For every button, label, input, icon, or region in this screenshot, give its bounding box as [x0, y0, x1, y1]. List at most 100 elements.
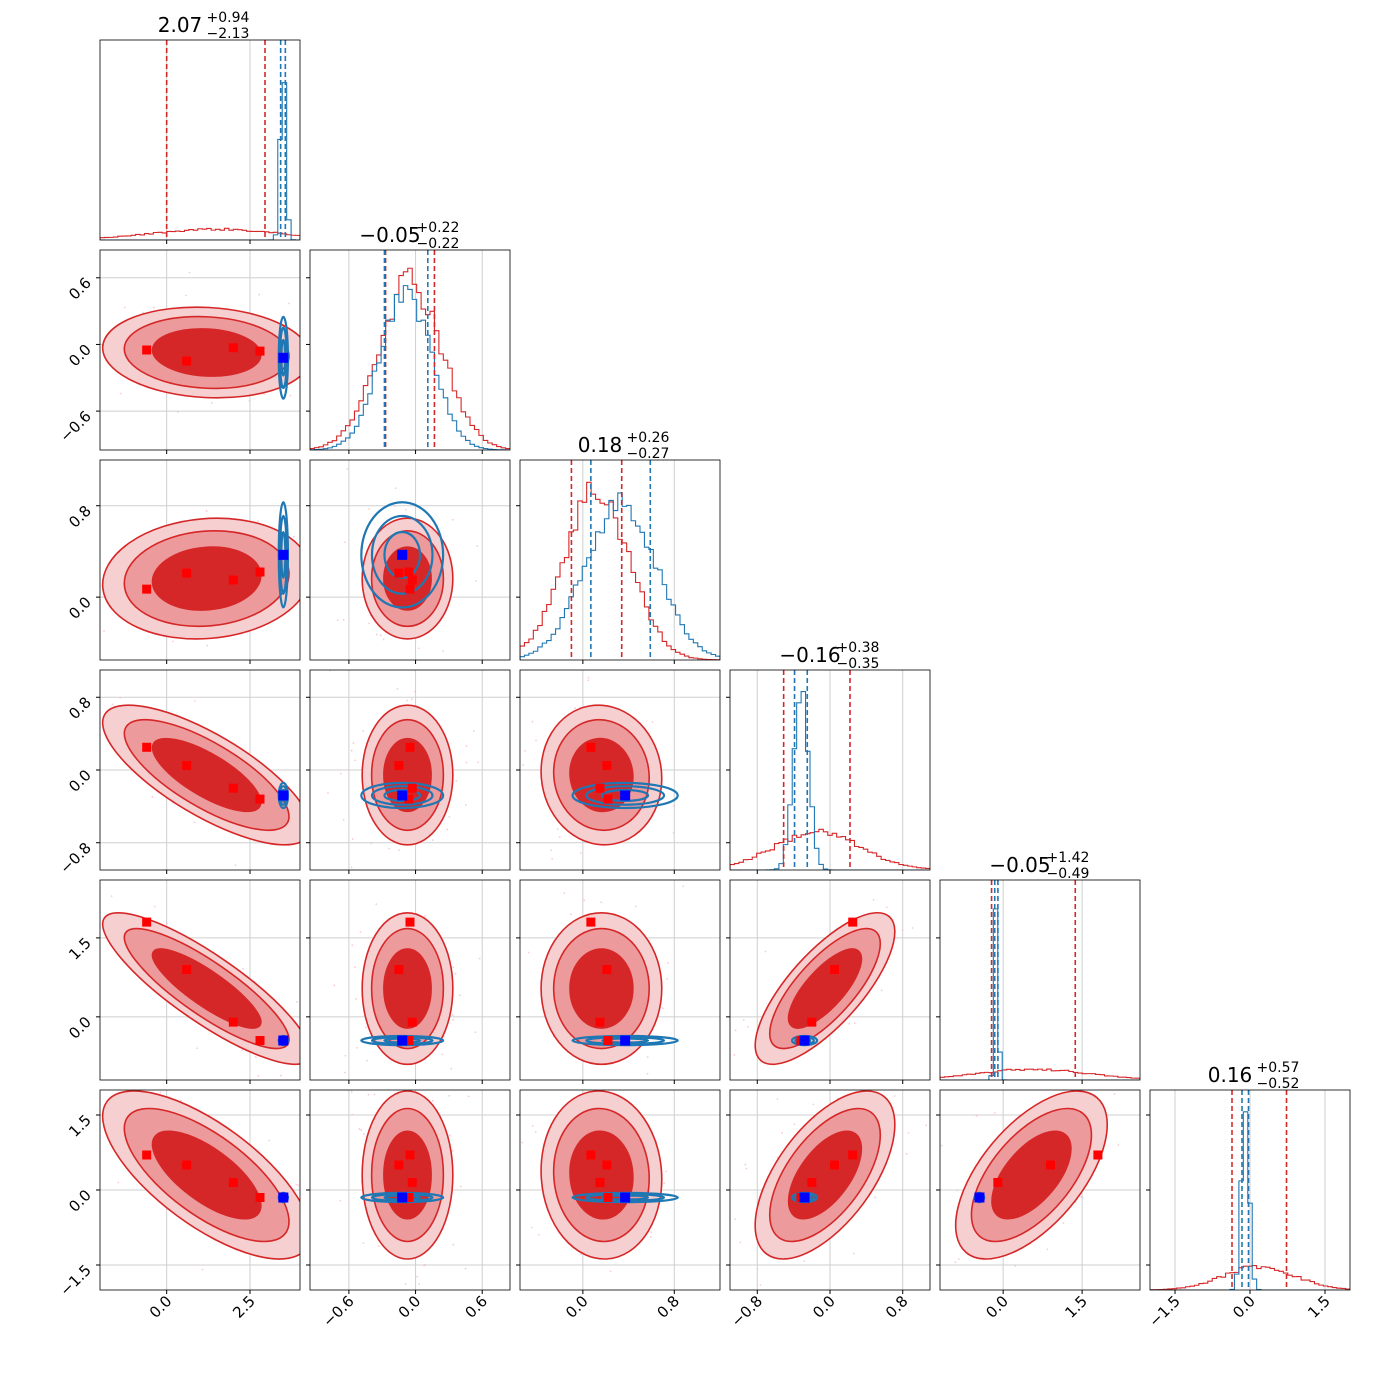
scatter-point [418, 1282, 421, 1285]
scatter-point [417, 647, 420, 650]
scatter-point [344, 1054, 347, 1057]
blue-marker [620, 790, 631, 801]
scatter-point [241, 1049, 244, 1052]
scatter-point [300, 823, 302, 825]
blue-contour-2 [585, 785, 666, 806]
scatter-point [956, 1189, 959, 1192]
scatter-point [459, 1185, 462, 1188]
scatter-point [530, 1226, 533, 1229]
scatter-point [551, 858, 554, 860]
blue-marker [397, 549, 408, 560]
x-tick-label: 0.0 [982, 1292, 1012, 1322]
scatter-point [521, 1141, 524, 1144]
scatter-point [781, 1132, 784, 1134]
scatter-point [925, 1124, 928, 1127]
panel-frame [519, 459, 721, 661]
scatter-point [872, 898, 875, 901]
x-tick-label: 0.0 [809, 1292, 839, 1322]
panel-5-3 [730, 1090, 930, 1290]
scatter-point [1081, 1196, 1084, 1199]
scatter-point [556, 828, 559, 831]
title-lower-error: −2.13 [207, 26, 250, 42]
scatter-point [153, 905, 156, 908]
scatter-point [375, 903, 378, 906]
scatter-point [405, 509, 407, 511]
scatter-point [351, 838, 354, 840]
panel-background [940, 880, 1140, 1080]
red-contour-1 [383, 948, 432, 1029]
scatter-point [531, 1125, 534, 1128]
blue-contour-3 [360, 501, 445, 609]
scatter-point [646, 1056, 649, 1059]
scatter-point [196, 1047, 199, 1050]
scatter-point [61, 381, 63, 383]
red-marker [407, 1178, 417, 1187]
scatter-point [406, 699, 409, 702]
red-marker [142, 1150, 152, 1160]
scatter-point [465, 745, 468, 748]
blue-marker [799, 1035, 810, 1046]
scatter-point [776, 1081, 778, 1083]
red-marker [407, 1017, 417, 1027]
scatter-point [342, 818, 345, 821]
red-marker [405, 584, 415, 594]
scatter-point [650, 1231, 653, 1234]
blue-contour-2 [370, 785, 434, 806]
hist-panel-3 [730, 670, 930, 870]
scatter-point [381, 665, 383, 667]
scatter-point [734, 1029, 737, 1032]
scatter-point [305, 401, 307, 403]
scatter-point [535, 739, 537, 742]
scatter-point [65, 1020, 67, 1022]
scatter-point [464, 1267, 467, 1270]
scatter-point [666, 977, 668, 980]
scatter-point [268, 1139, 271, 1142]
scatter-point [111, 703, 114, 706]
y-tick-label: 0.0 [65, 341, 95, 371]
red-marker [255, 567, 265, 577]
scatter-point [663, 1182, 666, 1185]
scatter-point [355, 1046, 358, 1049]
scatter-point [343, 541, 346, 544]
red-histogram [730, 828, 930, 870]
x-tick-label: 0.6 [461, 1292, 491, 1322]
scatter-point [587, 676, 590, 679]
scatter-point [563, 892, 566, 895]
scatter-point [901, 929, 904, 932]
red-marker [602, 964, 612, 974]
scatter-point [441, 1053, 444, 1056]
scatter-point [152, 306, 155, 309]
scatter-point [354, 759, 357, 762]
scatter-point [234, 864, 237, 867]
scatter-point [350, 866, 353, 869]
scatter-point [848, 1022, 851, 1025]
scatter-point [362, 1294, 364, 1296]
scatter-point [185, 294, 187, 297]
scatter-point [263, 393, 266, 395]
scatter-point [370, 842, 373, 845]
title-lower-error: −0.22 [417, 236, 460, 252]
scatter-point [764, 950, 767, 953]
scatter-point [171, 640, 174, 643]
scatter-point [1113, 1093, 1116, 1096]
scatter-point [151, 795, 154, 798]
scatter-point [793, 1123, 796, 1126]
scatter-point [305, 865, 307, 867]
scatter-point [424, 915, 426, 918]
scatter-point [531, 720, 534, 723]
scatter-point [910, 1338, 912, 1340]
red-marker [142, 917, 152, 927]
scatter-point [474, 1031, 477, 1034]
blue-contour-3 [360, 781, 445, 810]
title-upper-error: +0.26 [627, 430, 670, 446]
blue-marker [278, 352, 289, 363]
scatter-point [289, 394, 292, 397]
scatter-point [68, 342, 70, 344]
scatter-point [522, 764, 525, 767]
panel-frame [939, 879, 1141, 1081]
scatter-point [351, 944, 354, 947]
title-lower-error: −0.52 [1257, 1076, 1300, 1092]
scatter-point [362, 1242, 365, 1245]
red-marker [602, 1160, 612, 1170]
blue-marker [620, 1192, 631, 1203]
